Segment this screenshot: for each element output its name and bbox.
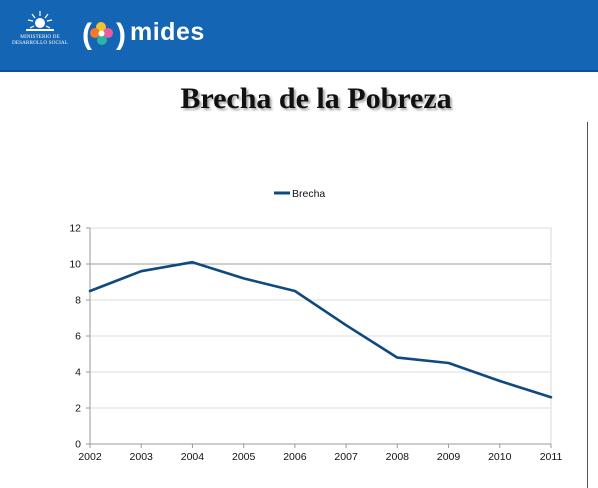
ministry-logo: MINISTERIO DE DESARROLLO SOCIAL [6, 10, 74, 50]
y-tick-label: 6 [75, 331, 81, 343]
legend-label: Brecha [292, 188, 325, 200]
x-tick-label: 2011 [540, 451, 563, 463]
x-tick-label: 2003 [130, 451, 154, 463]
ministry-line-1: MINISTERIO DE [20, 34, 60, 40]
x-tick-label: 2009 [437, 451, 461, 463]
x-tick-label: 2005 [232, 451, 256, 463]
x-tick-label: 2002 [78, 451, 102, 463]
y-tick-label: 0 [75, 439, 81, 451]
mides-flower-icon: ( ) [82, 18, 126, 51]
y-tick-label: 8 [75, 295, 81, 307]
x-tick-label: 2004 [181, 451, 205, 463]
x-tick-label: 2006 [283, 451, 307, 463]
y-tick-label: 4 [75, 367, 81, 379]
mides-wordmark: mides [130, 18, 205, 46]
x-tick-label: 2007 [334, 451, 358, 463]
chart-series [88, 260, 553, 399]
sun-emblem-icon [26, 11, 54, 31]
series-line-brecha [88, 260, 553, 399]
y-tick-label: 10 [69, 259, 81, 271]
y-tick-label: 12 [69, 223, 81, 235]
y-tick-label: 2 [75, 403, 81, 415]
chart-axes: 0 2 4 6 8 10 12 2002 2003 2004 2005 2006 2007 2008 200… [69, 223, 562, 464]
header-bar: MINISTERIO DE DESARROLLO SOCIAL ( ) mide… [0, 0, 598, 72]
svg-text:): ) [116, 18, 126, 51]
right-divider [587, 122, 588, 488]
x-tick-label: 2008 [386, 451, 410, 463]
svg-text:(: ( [82, 18, 92, 51]
chart-grid [89, 227, 552, 445]
page-title: Brecha de la Pobreza [180, 82, 452, 115]
x-tick-label: 2010 [488, 451, 512, 463]
chart-legend: Brecha [274, 188, 325, 200]
ministry-line-2: DESARROLLO SOCIAL [11, 40, 69, 46]
